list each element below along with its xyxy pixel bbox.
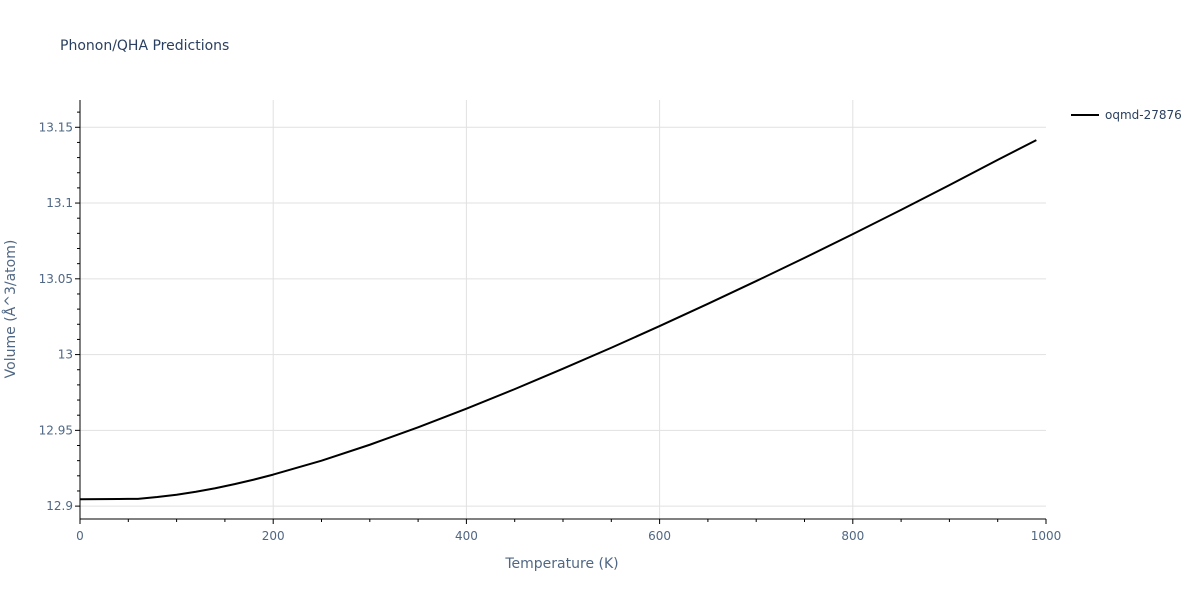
- axes: [75, 100, 1047, 524]
- y-tick-label: 12.9: [46, 499, 73, 513]
- x-axis-title: Temperature (K): [504, 556, 618, 572]
- x-tick-label: 800: [841, 529, 864, 543]
- series-line-0[interactable]: [79, 139, 1037, 501]
- y-axis-title: Volume (Å^3/atom): [2, 240, 19, 379]
- x-tick-label: 1000: [1031, 529, 1062, 543]
- y-axis-tick-labels: 12.9 12.95 13 13.05 13.1 13.15: [39, 120, 73, 513]
- y-tick-label: 12.95: [39, 423, 73, 437]
- x-tick-label: 600: [648, 529, 671, 543]
- x-axis-tick-labels: 0 200 400 600 800 1000: [76, 529, 1061, 543]
- legend[interactable]: oqmd-27876: [1071, 108, 1182, 122]
- y-tick-label: 13.15: [39, 120, 73, 134]
- x-tick-label: 0: [76, 529, 84, 543]
- x-tick-label: 200: [262, 529, 285, 543]
- y-tick-label: 13.1: [46, 196, 73, 210]
- chart-title: Phonon/QHA Predictions: [60, 38, 229, 54]
- series-layer: [79, 139, 1037, 501]
- y-tick-label: 13: [58, 348, 73, 362]
- y-tick-label: 13.05: [39, 272, 73, 286]
- x-tick-label: 400: [455, 529, 478, 543]
- grid: [80, 100, 1046, 519]
- legend-label: oqmd-27876: [1105, 108, 1182, 122]
